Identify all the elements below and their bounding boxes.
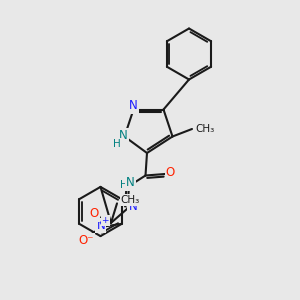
Text: N: N (128, 200, 137, 214)
Text: H: H (120, 179, 128, 190)
Text: CH₃: CH₃ (121, 195, 140, 206)
Text: O⁻: O⁻ (79, 234, 94, 248)
Text: CH₃: CH₃ (196, 124, 215, 134)
Text: N: N (118, 129, 127, 142)
Text: H: H (113, 139, 121, 149)
Text: N: N (126, 176, 135, 190)
Text: N: N (96, 219, 105, 232)
Text: O: O (90, 207, 99, 220)
Text: N: N (129, 99, 138, 112)
Text: +: + (102, 216, 109, 225)
Text: O: O (166, 166, 175, 179)
